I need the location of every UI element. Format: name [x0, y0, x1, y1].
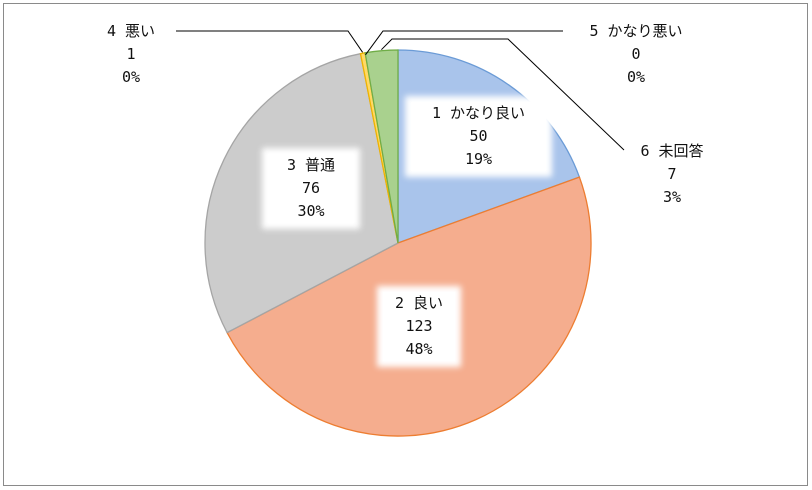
label-category-1: 1 かなり良い — [431, 104, 526, 122]
label-count-3: 76 — [301, 179, 321, 197]
label-count-5: 0 — [631, 45, 641, 63]
leader-line-6 — [381, 38, 625, 151]
data-label-1: 1 かなり良い 50 19% — [411, 102, 546, 171]
pie-slice-6 — [364, 49, 399, 244]
label-count-4: 1 — [126, 45, 136, 63]
label-category-4: 4 悪い — [106, 22, 156, 40]
data-label-3: 3 普通 76 30% — [268, 154, 354, 223]
leader-line-4 — [176, 30, 364, 53]
label-category-2: 2 良い — [394, 294, 444, 312]
label-percent-4: 0% — [121, 68, 141, 86]
data-label-4: 4 悪い 1 0% — [88, 20, 174, 89]
label-percent-1: 19% — [464, 150, 493, 168]
label-category-3: 3 普通 — [286, 156, 336, 174]
leader-line-5 — [365, 30, 563, 56]
label-percent-6: 3% — [662, 188, 682, 206]
label-percent-2: 48% — [405, 340, 433, 358]
label-count-6: 7 — [667, 165, 677, 183]
label-count-2: 123 — [405, 317, 433, 335]
data-label-2: 2 良い 123 48% — [383, 292, 455, 361]
data-label-6: 6 未回答 7 3% — [624, 140, 720, 209]
label-count-1: 50 — [469, 127, 488, 145]
label-category-5: 5 かなり悪い — [589, 22, 683, 40]
label-percent-3: 30% — [297, 202, 325, 220]
data-label-5: 5 かなり悪い 0 0% — [566, 20, 706, 89]
label-category-6: 6 未回答 — [640, 142, 704, 160]
label-percent-5: 0% — [626, 68, 646, 86]
